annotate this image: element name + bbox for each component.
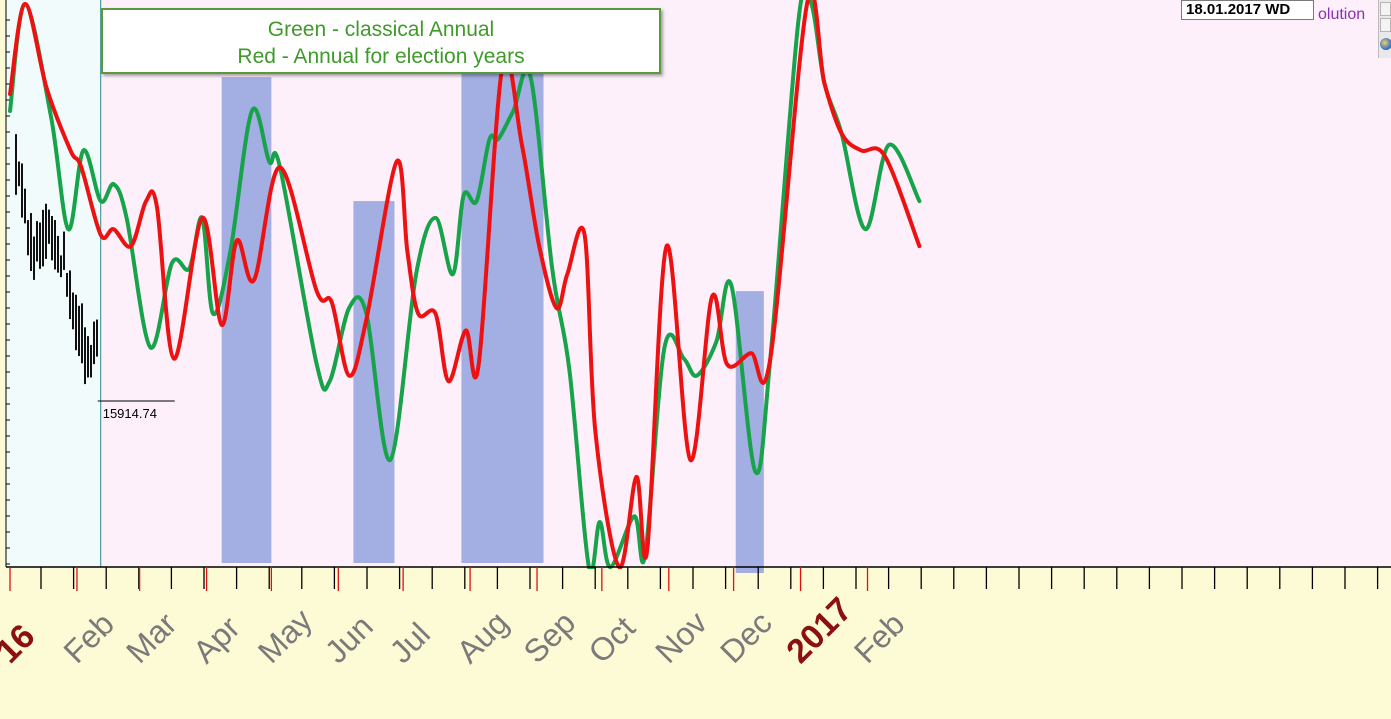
highlight-band [221, 77, 272, 563]
x-axis-month-label: Mar [119, 605, 184, 670]
globe-icon[interactable] [1380, 38, 1391, 50]
x-axis-month-label: Nov [648, 604, 714, 670]
current-date-label: 18.01.2017 WD [1181, 0, 1314, 20]
x-axis-month-label: May [251, 602, 319, 670]
highlight-band [461, 60, 544, 564]
legend-box: Green - classical Annual Red - Annual fo… [101, 8, 661, 74]
legend-classical-label: Green - classical Annual [267, 18, 495, 41]
x-axis-year-label: 16 [0, 617, 42, 671]
price-bars [15, 134, 98, 385]
legend-election-label: Red - Annual for election years [237, 45, 525, 68]
x-axis-month-label: Dec [713, 604, 779, 670]
series-lines [8, 0, 922, 569]
series-classical-line [8, 0, 922, 569]
x-axis-month-label: Aug [450, 604, 516, 670]
x-axis-month-label: Jul [383, 616, 437, 670]
x-axis-year-label: 2017 [779, 590, 859, 670]
scroll-down-icon[interactable] [1380, 18, 1391, 32]
series-election-line [8, 0, 922, 569]
x-axis-month-label: Oct [581, 609, 642, 670]
x-axis-month-label: Sep [517, 604, 583, 670]
x-axis-month-label: Apr [186, 609, 247, 670]
scroll-up-icon[interactable] [1380, 2, 1391, 16]
last-price-label: 15914.74 [103, 406, 157, 421]
x-axis-month-label: Jun [318, 608, 380, 670]
past-region [6, 0, 101, 567]
evolution-label[interactable]: olution [1318, 6, 1366, 23]
side-widget [1378, 0, 1391, 58]
x-axis-month-label: Feb [56, 606, 120, 670]
